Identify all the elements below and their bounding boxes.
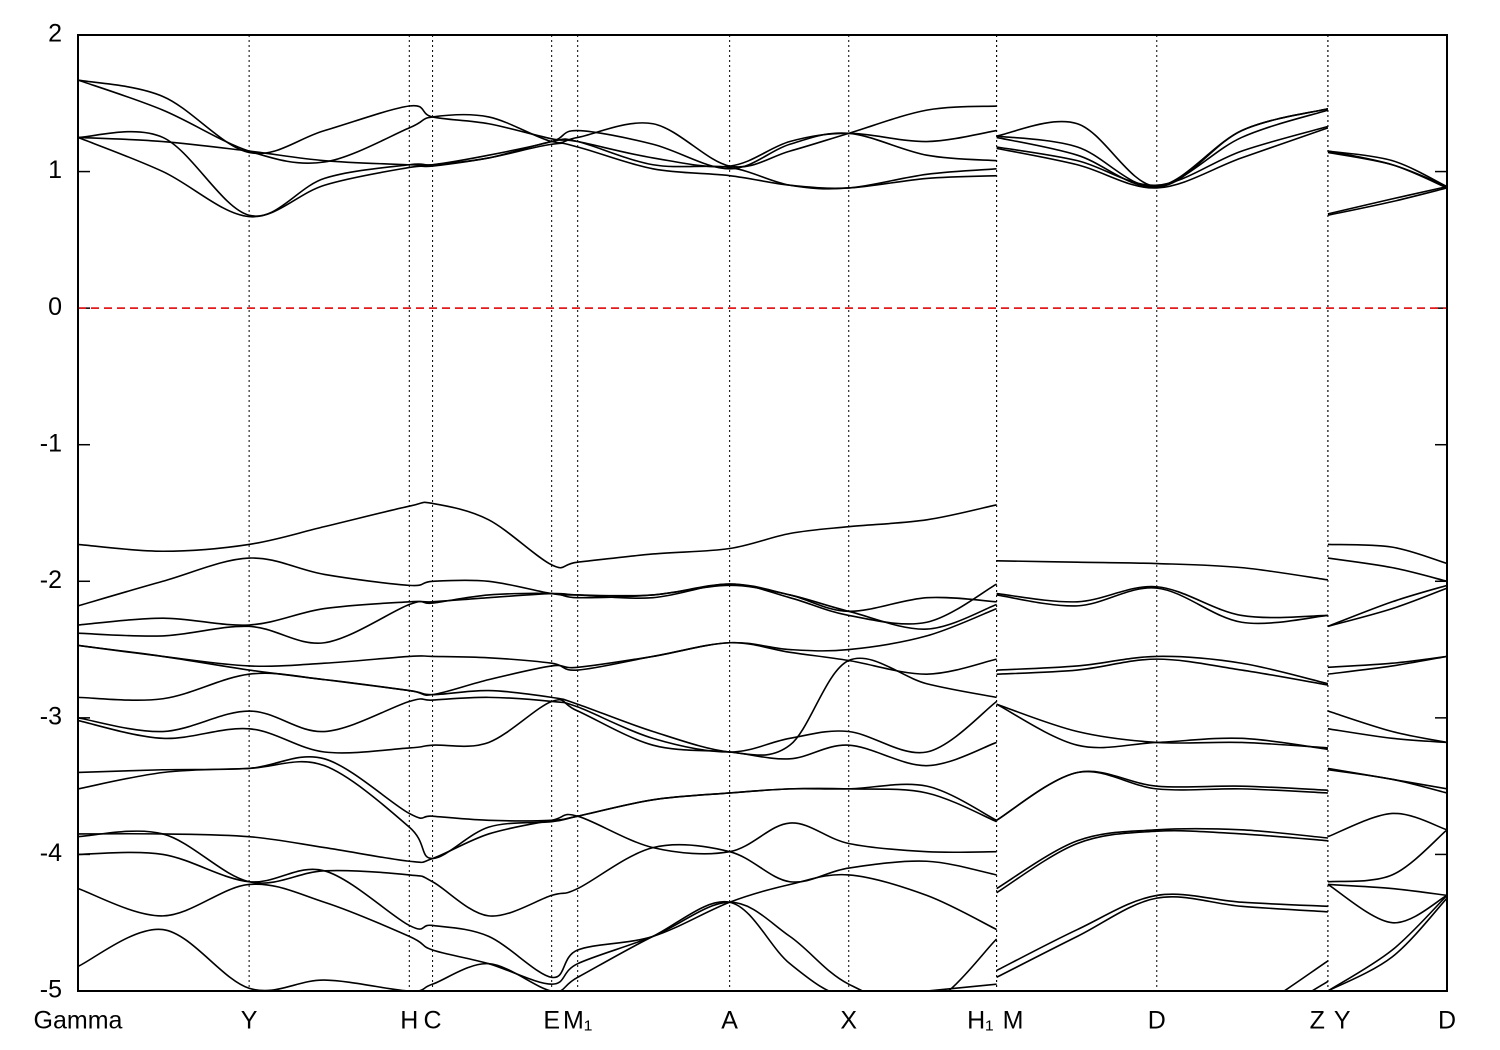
band-line (78, 583, 1447, 628)
x-tick-label: Y (241, 1007, 258, 1035)
x-tick-label: D (1438, 1007, 1456, 1035)
x-tick-label: E (543, 1007, 560, 1035)
band-line (78, 584, 1447, 685)
y-tick-label: 1 (48, 156, 62, 184)
band-line (78, 127, 1447, 218)
band-line (78, 830, 1447, 979)
band-line (78, 897, 1447, 991)
y-tick-label: 2 (48, 20, 62, 48)
band-line (78, 557, 1447, 619)
x-tick-label: Y (1334, 1007, 1351, 1035)
band-line (78, 813, 1447, 972)
band-line (78, 657, 1447, 756)
y-tick-label: -3 (40, 702, 62, 730)
x-tick-label: H (400, 1007, 418, 1035)
y-tick-label: -2 (40, 566, 62, 594)
band-line (78, 641, 1447, 749)
x-tick-label: X (840, 1007, 857, 1035)
x-tick-label: M₁ (563, 1007, 592, 1035)
x-tick-label: D (1148, 1007, 1166, 1035)
band-line (78, 79, 1447, 188)
band-line (78, 125, 1447, 217)
x-tick-label: Gamma (34, 1007, 123, 1035)
y-tick-label: 0 (48, 293, 62, 321)
y-tick-label: -4 (40, 839, 62, 867)
band-line (78, 883, 1447, 991)
band-line (78, 760, 1447, 894)
x-tick-label: M (1003, 1007, 1024, 1035)
x-tick-label: C (424, 1007, 442, 1035)
y-tick-label: -5 (40, 976, 62, 1004)
band-line (78, 851, 1447, 991)
band-layer (78, 79, 1447, 991)
band-line (78, 501, 1447, 581)
grid-layer (77, 34, 1448, 992)
x-tick-label: H₁ (967, 1007, 994, 1035)
band-line (78, 696, 1447, 821)
plot-frame (77, 34, 1448, 992)
band-line (78, 698, 1447, 821)
y-tick-label: -1 (40, 429, 62, 457)
band-line (78, 79, 1447, 189)
x-tick-label: A (721, 1007, 738, 1035)
x-tick-label: Z (1310, 1007, 1325, 1035)
